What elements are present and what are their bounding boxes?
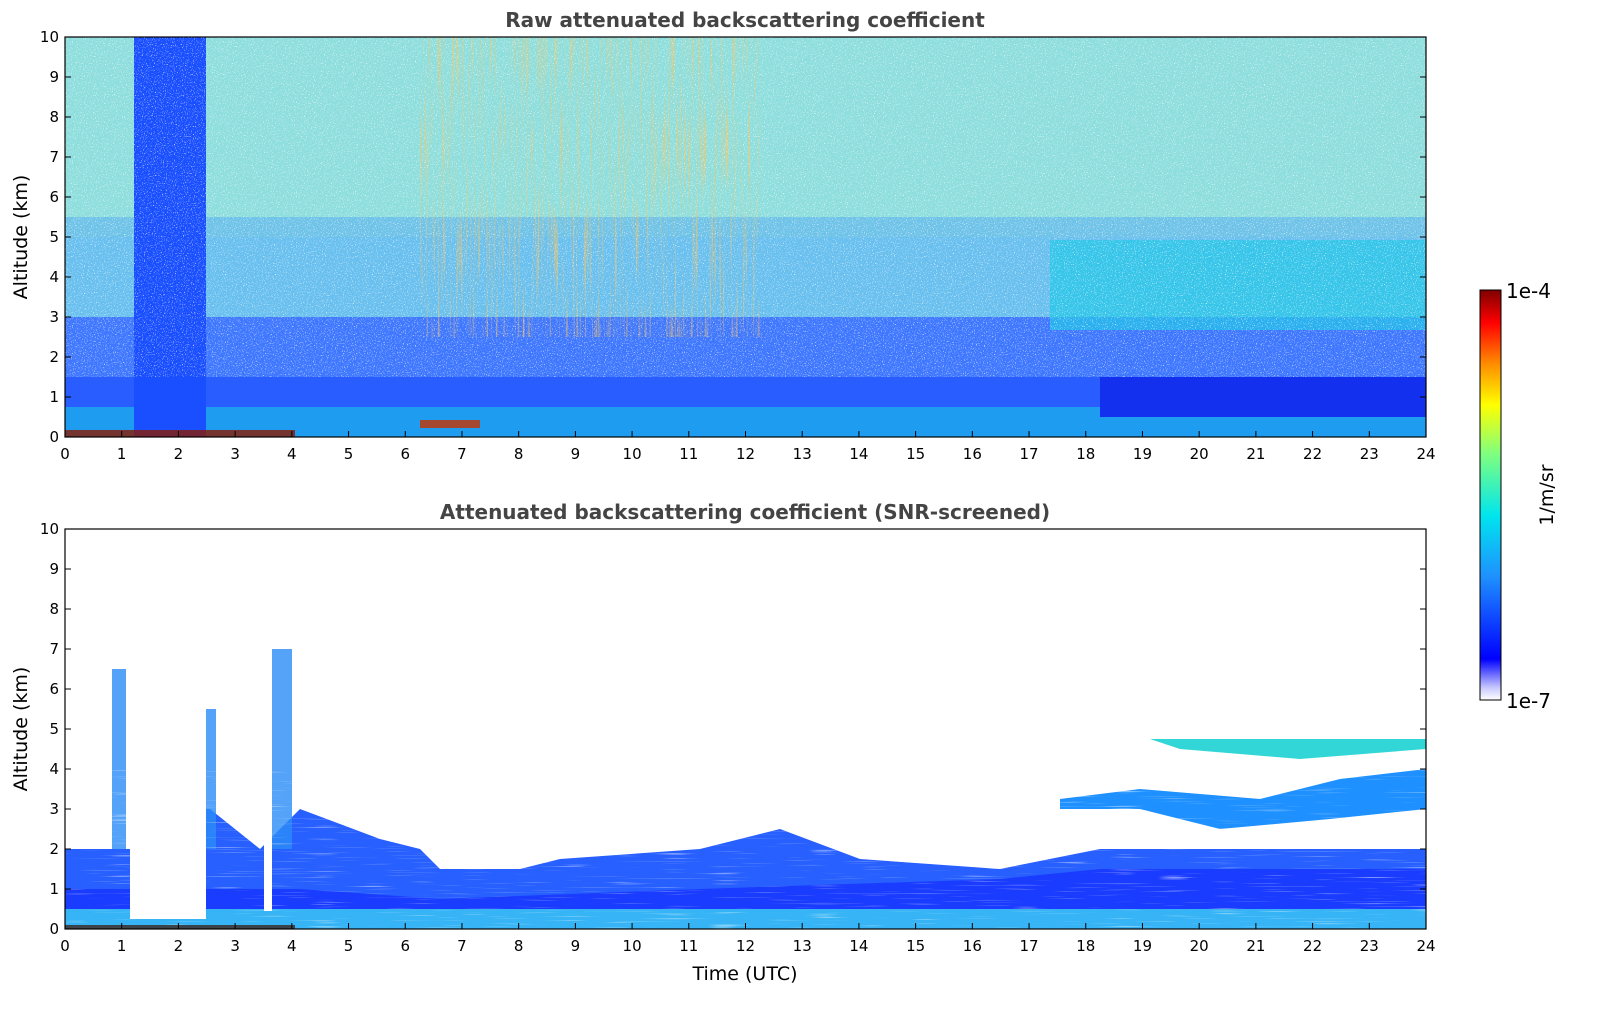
x-tick-label: 8 — [514, 445, 524, 463]
panel-screened: Attenuated backscattering coefficient (S… — [10, 500, 1436, 985]
y-tick-label: 5 — [49, 228, 59, 246]
x-tick-label: 2 — [174, 445, 184, 463]
x-tick-label: 5 — [344, 445, 354, 463]
x-tick-label: 21 — [1246, 937, 1265, 955]
panel-raw-axes: 0 1 2 3 4 5 6 7 8 9 10 11 12 13 14 15 16 17 18 19 20 21 22 23 24… — [40, 28, 1436, 463]
y-tick-label: 2 — [49, 348, 59, 366]
panel-raw-ylabel: Altitude (km) — [10, 175, 32, 300]
x-tick-label: 15 — [906, 445, 925, 463]
x-tick-label: 2 — [174, 937, 184, 955]
x-tick-label: 3 — [230, 937, 240, 955]
x-tick-label: 20 — [1190, 937, 1209, 955]
x-tick-label: 24 — [1416, 445, 1435, 463]
colorbar-unit-label: 1/m/sr — [1536, 464, 1558, 525]
screened-surface-return — [65, 925, 295, 929]
x-tick-label: 17 — [1019, 937, 1038, 955]
x-tick-label: 6 — [400, 937, 410, 955]
x-tick-label: 19 — [1133, 445, 1152, 463]
x-tick-label: 8 — [514, 937, 524, 955]
x-tick-label: 18 — [1076, 445, 1095, 463]
colorbar-max-label: 1e-4 — [1506, 279, 1551, 303]
y-tick-label: 10 — [40, 28, 59, 46]
x-tick-label: 9 — [571, 445, 581, 463]
x-tick-label: 3 — [230, 445, 240, 463]
panel-raw-heatmap — [65, 37, 1426, 437]
x-tick-label: 20 — [1190, 445, 1209, 463]
y-tick-label: 6 — [49, 188, 59, 206]
x-tick-label: 13 — [793, 937, 812, 955]
y-tick-label: 7 — [49, 148, 59, 166]
x-tick-label: 7 — [457, 937, 467, 955]
x-tick-label: 24 — [1416, 937, 1435, 955]
x-tick-label: 7 — [457, 445, 467, 463]
x-tick-label: 1 — [117, 445, 127, 463]
panel-raw-title: Raw attenuated backscattering coefficien… — [505, 8, 985, 32]
x-tick-label: 11 — [679, 937, 698, 955]
heatmap-cloud-base-1 — [420, 420, 480, 428]
x-tick-label: 12 — [736, 445, 755, 463]
y-tick-label: 9 — [49, 560, 59, 578]
y-tick-label: 2 — [49, 840, 59, 858]
x-tick-label: 17 — [1019, 445, 1038, 463]
y-tick-label: 0 — [49, 428, 59, 446]
x-tick-label: 19 — [1133, 937, 1152, 955]
y-tick-label: 8 — [49, 600, 59, 618]
y-tick-label: 1 — [49, 388, 59, 406]
x-tick-label: 10 — [623, 937, 642, 955]
y-tick-label: 4 — [49, 268, 59, 286]
x-tick-label: 13 — [793, 445, 812, 463]
panel-screened-xlabel: Time (UTC) — [691, 963, 797, 985]
x-tick-label: 16 — [963, 937, 982, 955]
x-tick-label: 23 — [1360, 445, 1379, 463]
panel-screened-ylabel: Altitude (km) — [10, 667, 32, 792]
x-tick-label: 10 — [623, 445, 642, 463]
x-tick-label: 9 — [571, 937, 581, 955]
panel-raw: Raw attenuated backscattering coefficien… — [10, 8, 1436, 463]
x-tick-label: 22 — [1303, 937, 1322, 955]
screened-column-gap — [264, 529, 272, 911]
colorbar-gradient — [1479, 289, 1502, 701]
x-tick-label: 1 — [117, 937, 127, 955]
x-tick-label: 21 — [1246, 445, 1265, 463]
x-tick-label: 0 — [60, 445, 70, 463]
x-tick-label: 11 — [679, 445, 698, 463]
x-tick-label: 4 — [287, 445, 297, 463]
colorbar-min-label: 1e-7 — [1506, 689, 1551, 713]
y-tick-label: 10 — [40, 520, 59, 538]
x-tick-label: 15 — [906, 937, 925, 955]
panel-screened-heatmap — [65, 529, 1426, 929]
y-tick-label: 8 — [49, 108, 59, 126]
heatmap-dark-band-late — [1100, 377, 1426, 417]
colorbar: 1e-4 1e-7 1/m/sr — [1479, 279, 1558, 713]
screened-late-upper — [1150, 739, 1426, 759]
heatmap-surface-return — [65, 430, 295, 437]
x-tick-label: 14 — [849, 445, 868, 463]
panel-screened-title: Attenuated backscattering coefficient (S… — [440, 500, 1050, 524]
x-tick-label: 22 — [1303, 445, 1322, 463]
y-tick-label: 3 — [49, 308, 59, 326]
x-tick-label: 12 — [736, 937, 755, 955]
x-tick-label: 4 — [287, 937, 297, 955]
y-tick-label: 7 — [49, 640, 59, 658]
panel-screened-axes: 0 1 2 3 4 5 6 7 8 9 10 11 12 13 14 15 16 17 18 19 20 21 22 23 24… — [40, 520, 1436, 955]
y-tick-label: 6 — [49, 680, 59, 698]
x-tick-label: 23 — [1360, 937, 1379, 955]
y-tick-label: 4 — [49, 760, 59, 778]
y-tick-label: 3 — [49, 800, 59, 818]
y-tick-label: 5 — [49, 720, 59, 738]
x-tick-label: 16 — [963, 445, 982, 463]
x-tick-label: 6 — [400, 445, 410, 463]
x-tick-label: 0 — [60, 937, 70, 955]
x-tick-label: 5 — [344, 937, 354, 955]
y-tick-label: 9 — [49, 68, 59, 86]
heatmap-noise-speckle — [65, 37, 1426, 377]
screened-speckle — [65, 769, 1426, 929]
y-tick-label: 1 — [49, 880, 59, 898]
x-tick-label: 14 — [849, 937, 868, 955]
x-tick-label: 18 — [1076, 937, 1095, 955]
y-tick-label: 0 — [49, 920, 59, 938]
